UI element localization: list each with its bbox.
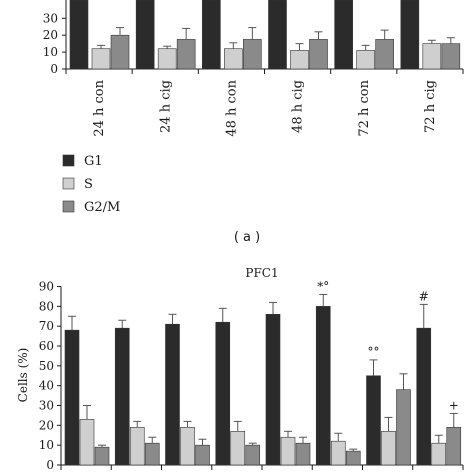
- legend-swatch-s: [62, 177, 75, 190]
- top-bar-g2m: [441, 43, 461, 70]
- bar-g2m: [245, 444, 261, 466]
- bar-s: [280, 436, 296, 466]
- legend-label-s: S: [84, 177, 93, 192]
- bar-g2m: [144, 442, 160, 466]
- bar-s: [180, 427, 195, 466]
- bar-g1: [114, 327, 130, 466]
- top-bar-s: [91, 48, 111, 70]
- top-bar-s: [290, 50, 309, 70]
- top-bar-g1: [334, 0, 353, 70]
- y-tick-label: 50: [39, 359, 54, 373]
- legend-swatch-g2m: [62, 200, 75, 213]
- top-y-tick-label: 30: [43, 11, 58, 25]
- bar-s: [230, 430, 246, 466]
- bar-g2m: [94, 446, 110, 466]
- y-tick-label: 0: [46, 458, 54, 472]
- top-bar-g2m: [243, 39, 262, 70]
- bar-g1: [315, 306, 331, 466]
- bar-g2m: [295, 442, 311, 466]
- y-tick-label: 70: [39, 319, 54, 333]
- bar-s: [431, 442, 447, 466]
- top-category-label: 48 h cig: [291, 80, 306, 133]
- top-bar-s: [356, 50, 375, 70]
- top-y-tick-label: 10: [43, 45, 58, 59]
- top-category-label: 24 h con: [92, 79, 107, 136]
- bar-s: [129, 427, 145, 466]
- significance-mark: #: [419, 289, 429, 303]
- top-bar-g2m: [110, 34, 130, 70]
- bar-g1: [416, 327, 432, 466]
- significance-mark: *°: [317, 279, 329, 293]
- top-category-label: 72 h con: [357, 79, 372, 136]
- top-category-label: 72 h cig: [423, 80, 438, 133]
- y-tick-label: 60: [39, 339, 54, 353]
- significance-mark: +: [449, 398, 459, 412]
- caption-a: ( a ): [234, 230, 260, 245]
- top-chart: 0 10 20 30 24 h con 24 h cig 48 h con 48 h cig 7…: [43, 0, 464, 137]
- top-bar-g1: [268, 0, 287, 70]
- bar-g1: [64, 329, 80, 466]
- bar-g2m: [396, 389, 411, 466]
- top-bar-s: [157, 48, 177, 70]
- bar-s: [330, 440, 346, 466]
- top-category-label: 48 h con: [224, 79, 239, 136]
- bar-g1: [265, 313, 281, 466]
- bar-g1: [215, 321, 231, 466]
- chart-title: PFC1: [245, 266, 278, 280]
- top-bar-s: [224, 48, 243, 70]
- bar-s: [381, 430, 396, 466]
- top-category-label: 24 h cig: [158, 80, 173, 133]
- top-y-tick-label: 20: [43, 28, 58, 42]
- y-tick-label: 30: [39, 399, 54, 413]
- bar-g1: [366, 375, 381, 466]
- top-bar-g2m: [375, 39, 394, 70]
- top-bar-g1: [202, 0, 221, 70]
- bar-g2m: [446, 427, 462, 466]
- bar-s: [79, 419, 95, 466]
- significance-mark: °°: [368, 345, 380, 359]
- y-axis-label: Cells (%): [16, 348, 30, 403]
- top-bar-g2m: [176, 39, 196, 70]
- legend-swatch-g1: [62, 154, 75, 167]
- top-bar-g1: [135, 0, 155, 70]
- bar-g1: [165, 323, 180, 466]
- y-tick-label: 90: [39, 280, 54, 294]
- top-y-tick-label: 0: [50, 62, 58, 76]
- y-tick-label: 10: [39, 438, 54, 452]
- legend: G1 S G2/M: [62, 154, 120, 215]
- bar-g2m: [195, 444, 210, 466]
- legend-label-g2m: G2/M: [84, 200, 120, 215]
- top-bar-g2m: [309, 39, 328, 70]
- bottom-chart: PFC1 Cells (%) 0 10 20 30 40 50 60 70 80 90 *° °° # +: [16, 266, 464, 472]
- legend-label-g1: G1: [84, 154, 103, 169]
- top-bar-g1: [69, 0, 89, 70]
- y-tick-label: 20: [39, 418, 54, 432]
- bar-g2m: [345, 450, 361, 466]
- y-tick-label: 40: [39, 379, 54, 393]
- top-bar-s: [422, 43, 442, 70]
- y-tick-label: 80: [39, 299, 54, 313]
- top-bar-g1: [400, 0, 420, 70]
